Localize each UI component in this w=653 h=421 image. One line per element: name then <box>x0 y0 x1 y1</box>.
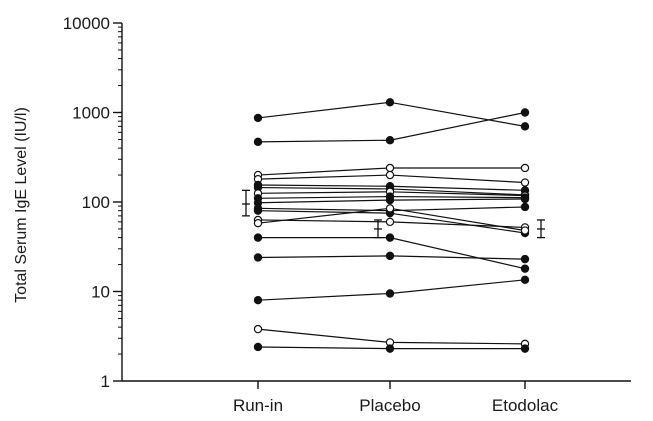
open-point <box>520 178 530 187</box>
open-point <box>385 163 395 173</box>
filled-point <box>253 233 263 242</box>
open-point <box>520 226 530 235</box>
filled-point <box>253 253 263 262</box>
error-bars-group <box>242 189 545 239</box>
filled-point <box>253 206 263 215</box>
filled-point <box>520 202 530 212</box>
filled-point <box>385 344 395 353</box>
open-point <box>253 218 263 228</box>
filled-point <box>520 122 530 131</box>
y-tick-label: 1000 <box>72 104 110 123</box>
filled-point <box>385 289 395 298</box>
y-axis-title: Total Serum IgE Level (IU/l) <box>13 107 30 303</box>
filled-point <box>520 275 530 285</box>
x-tick-label: Etodolac <box>492 396 559 415</box>
series-group <box>253 98 530 353</box>
open-point <box>253 324 263 334</box>
open-point <box>520 163 530 173</box>
open-point <box>385 170 395 180</box>
open-point <box>385 217 395 227</box>
axes: 1 10 100 1000 10000 Run-in Placebo Etodolac <box>63 14 631 415</box>
y-tick-label: 10 <box>91 283 110 302</box>
filled-point <box>520 108 530 117</box>
y-tick-label: 10000 <box>63 14 110 33</box>
filled-point <box>385 251 395 261</box>
filled-point <box>385 98 395 107</box>
y-tick-label: 1 <box>101 372 110 391</box>
x-tick-label: Run-in <box>233 396 283 415</box>
filled-point <box>385 195 395 205</box>
filled-point <box>385 233 395 242</box>
filled-point <box>253 295 263 305</box>
y-tick-label: 100 <box>82 193 110 212</box>
filled-point <box>385 136 395 145</box>
filled-point <box>520 254 530 264</box>
open-point <box>385 204 395 213</box>
filled-point <box>520 194 530 204</box>
x-tick-label: Placebo <box>359 396 420 415</box>
filled-point <box>253 342 263 352</box>
filled-point <box>253 113 263 123</box>
filled-point <box>520 344 530 353</box>
filled-point <box>520 264 530 273</box>
filled-point <box>253 137 263 147</box>
